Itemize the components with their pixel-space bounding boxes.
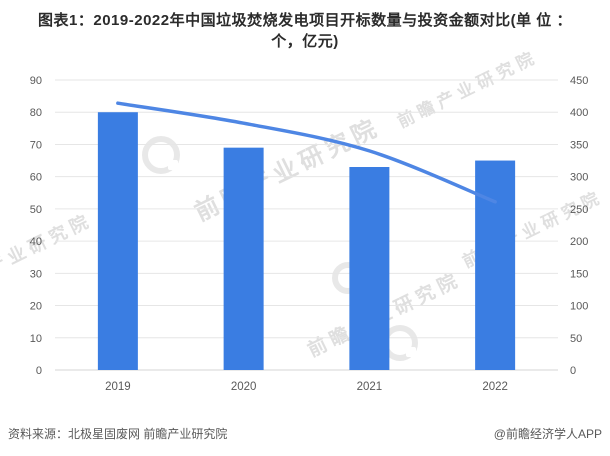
bar-2021 [349,167,390,370]
bar-series [97,112,516,370]
line-series [116,101,497,204]
credit-note: @前瞻经济学人APP [493,427,602,441]
right-axis-tick: 150 [570,268,588,280]
right-axis-tick: 400 [570,107,588,119]
right-axis-tick: 100 [570,301,588,313]
category-axis: 2019 2020 2021 2022 [105,381,508,393]
right-axis-tick: 250 [570,204,588,216]
right-axis-tick: 200 [570,236,588,248]
category-label: 2020 [231,381,257,393]
right-axis-tick: 0 [570,365,576,377]
category-label: 2019 [105,381,131,393]
source-note: 资料来源：北极星固废网 前瞻产业研究院 [8,427,228,441]
right-axis-tick: 50 [570,333,582,345]
category-label: 2021 [357,381,383,393]
chart-title: 图表1：2019-2022年中国垃圾焚烧发电项目开标数量与投资金额对比(单 位 … [38,12,572,50]
bar-line-chart: 0 0 10 50 20 100 30 150 40 200 50 250 60 300 70 350 80 40… [0,58,610,414]
right-axis-tick: 350 [570,139,588,151]
left-axis-tick: 10 [30,333,42,345]
right-axis-tick: 300 [570,172,588,184]
left-axis-tick: 0 [36,365,42,377]
left-axis-tick: 30 [30,268,42,280]
right-axis-tick: 450 [570,75,588,87]
left-axis-tick: 90 [30,75,42,87]
bar-2019 [97,112,138,370]
chart-canvas: 0 0 10 50 20 100 30 150 40 200 50 250 60 300 70 350 80 40… [30,75,589,393]
chart-footer: 资料来源：北极星固废网 前瞻产业研究院 @前瞻经济学人APP [0,425,610,442]
gridlines: 0 0 10 50 20 100 30 150 40 200 50 250 60 300 70 350 80 40… [30,75,589,377]
left-axis-tick: 60 [30,172,42,184]
left-axis-tick: 70 [30,139,42,151]
left-axis-tick: 20 [30,301,42,313]
left-axis-tick: 50 [30,204,42,216]
category-label: 2022 [482,381,508,393]
bar-2022 [475,160,516,370]
bar-2020 [223,147,264,370]
left-axis-tick: 80 [30,107,42,119]
left-axis-tick: 40 [30,236,42,248]
